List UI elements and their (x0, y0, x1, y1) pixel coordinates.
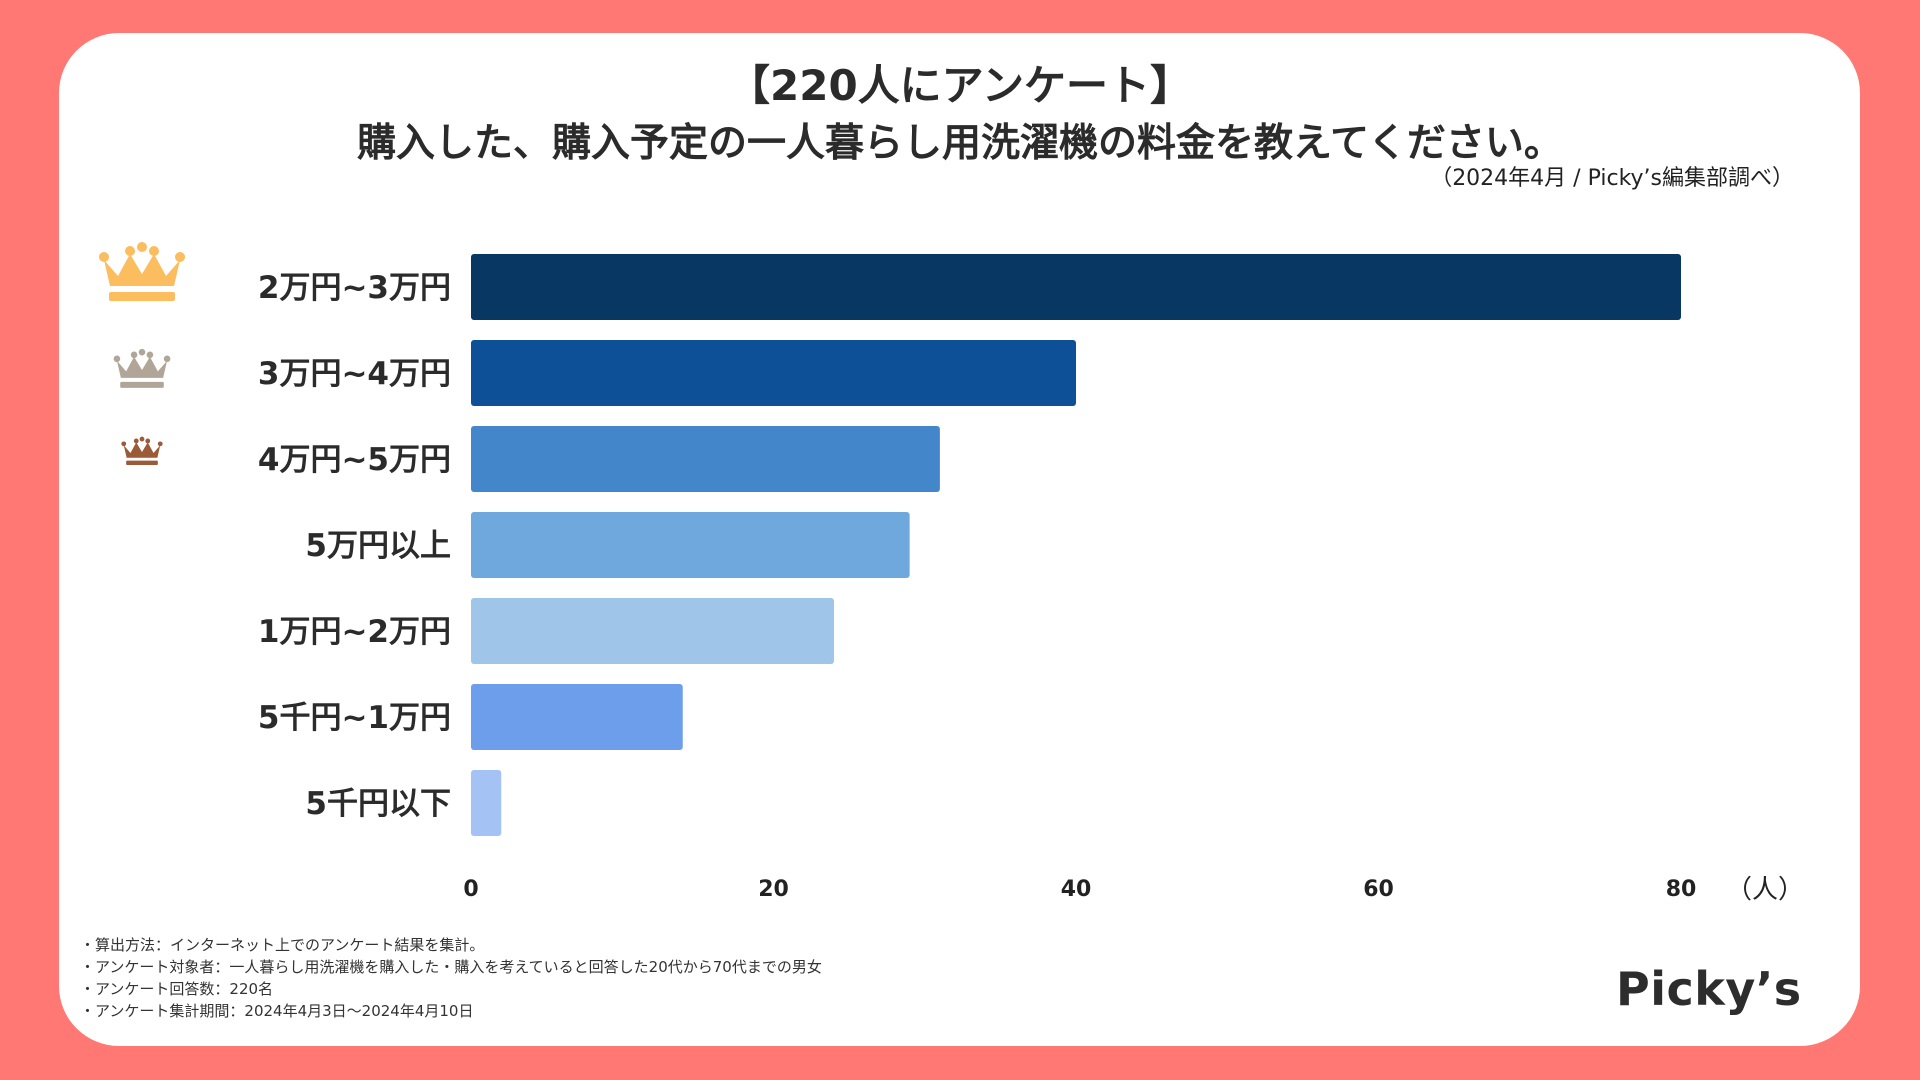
category-label: 5千円~1万円 (258, 700, 451, 736)
bar-1 (471, 254, 1681, 320)
footnote-count: ・アンケート回答数：220名 (80, 980, 274, 998)
bar-3 (471, 426, 940, 492)
source-note: （2024年4月 / Picky’s編集部調べ） (1430, 166, 1794, 191)
x-tick-label: 20 (758, 877, 789, 902)
chart-card (59, 33, 1860, 1046)
bar-6 (471, 684, 683, 750)
category-label: 5万円以上 (305, 528, 451, 564)
category-label: 4万円~5万円 (258, 442, 451, 478)
bar-7 (471, 770, 502, 836)
category-label: 3万円~4万円 (258, 356, 451, 392)
category-label: 1万円~2万円 (258, 614, 451, 650)
x-axis-unit: （人） (1726, 875, 1804, 905)
footnote-target: ・アンケート対象者：一人暮らし用洗濯機を購入した・購入を考えていると回答した20… (80, 958, 822, 976)
crown-silver-icon (113, 348, 171, 388)
x-tick-label: 40 (1061, 877, 1092, 902)
chart-subtitle: 購入した、購入予定の一人暮らし用洗濯機の料金を教えてください。 (357, 121, 1563, 166)
crown-gold-icon (99, 242, 185, 301)
bar-5 (471, 598, 834, 664)
bar-4 (471, 512, 910, 578)
category-label: 5千円以下 (305, 786, 451, 822)
x-tick-label: 0 (463, 877, 478, 902)
footnote-period: ・アンケート集計期間：2024年4月3日〜2024年4月10日 (80, 1002, 474, 1020)
category-label: 2万円~3万円 (258, 270, 451, 306)
footnotes: ・算出方法：インターネット上でのアンケート結果を集計。 ・アンケート対象者：一人… (80, 934, 822, 1022)
x-tick-label: 60 (1363, 877, 1394, 902)
x-tick-label: 80 (1666, 877, 1697, 902)
chart-title: 【220人にアンケート】 (728, 61, 1192, 110)
brand-logo: Picky’s (1616, 962, 1802, 1016)
footnote-method: ・算出方法：インターネット上でのアンケート結果を集計。 (80, 936, 485, 954)
bar-2 (471, 340, 1076, 406)
crown-bronze-icon (121, 436, 163, 465)
